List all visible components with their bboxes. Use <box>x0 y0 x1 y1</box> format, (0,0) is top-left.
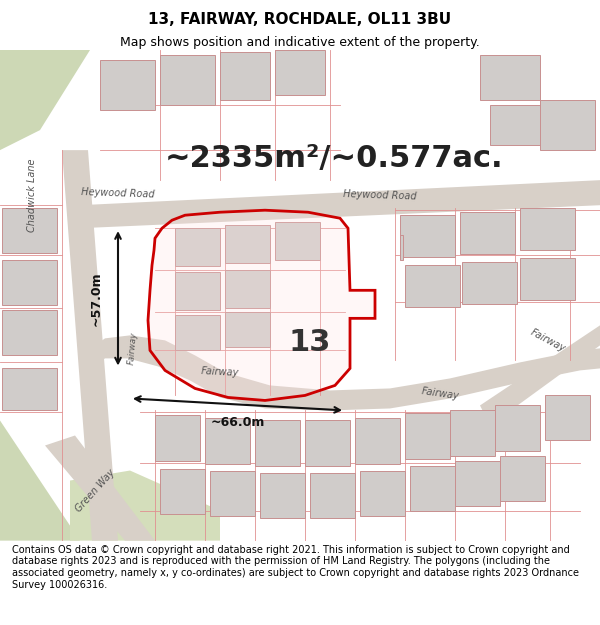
Text: Fairway: Fairway <box>421 386 460 401</box>
Bar <box>545 396 590 441</box>
Bar <box>100 60 155 110</box>
Text: 13, FAIRWAY, ROCHDALE, OL11 3BU: 13, FAIRWAY, ROCHDALE, OL11 3BU <box>148 12 452 28</box>
Bar <box>455 461 500 506</box>
Polygon shape <box>0 421 80 541</box>
Bar <box>275 50 325 95</box>
Bar <box>175 272 220 311</box>
Bar <box>310 472 355 518</box>
Bar <box>450 411 495 456</box>
Text: Green Way: Green Way <box>73 468 116 514</box>
Polygon shape <box>148 210 375 401</box>
Bar <box>410 466 455 511</box>
Text: Map shows position and indicative extent of the property.: Map shows position and indicative extent… <box>120 36 480 49</box>
Bar <box>400 235 403 260</box>
Bar <box>2 368 57 411</box>
Bar <box>175 316 220 351</box>
Bar <box>520 258 575 301</box>
Bar <box>2 208 57 253</box>
Bar <box>490 105 550 145</box>
Text: Chadwick Lane: Chadwick Lane <box>27 158 37 232</box>
Bar <box>500 456 545 501</box>
Bar <box>520 208 575 250</box>
Bar <box>2 311 57 356</box>
Polygon shape <box>480 326 600 426</box>
Bar <box>405 265 460 308</box>
Bar <box>540 100 595 150</box>
Bar <box>220 52 270 100</box>
Text: Heywood Road: Heywood Road <box>343 189 417 201</box>
Text: Fairway: Fairway <box>529 327 567 354</box>
Text: Fairway: Fairway <box>201 366 239 378</box>
Text: Heywood Road: Heywood Road <box>81 187 155 199</box>
Bar <box>462 262 517 304</box>
Bar <box>155 416 200 461</box>
Text: ~66.0m: ~66.0m <box>211 416 265 429</box>
Bar <box>460 213 515 254</box>
Bar <box>160 469 205 514</box>
Bar <box>255 421 300 466</box>
Bar <box>210 471 255 516</box>
Polygon shape <box>80 180 600 228</box>
Polygon shape <box>70 471 220 541</box>
Bar <box>495 406 540 451</box>
Bar <box>225 312 270 348</box>
Text: Fairway: Fairway <box>127 332 139 365</box>
Bar <box>305 421 350 466</box>
Bar <box>360 471 405 516</box>
Bar <box>480 55 540 100</box>
Text: 13: 13 <box>289 328 331 357</box>
Bar <box>205 419 250 464</box>
Bar <box>405 414 450 459</box>
Polygon shape <box>45 436 155 541</box>
Bar <box>225 225 270 263</box>
Text: ~2335m²/~0.577ac.: ~2335m²/~0.577ac. <box>165 144 503 172</box>
Bar <box>225 270 270 308</box>
Text: ~57.0m: ~57.0m <box>89 271 103 326</box>
Bar <box>400 215 455 258</box>
Polygon shape <box>95 336 600 411</box>
Bar <box>355 419 400 464</box>
Polygon shape <box>0 50 90 150</box>
Bar <box>2 260 57 306</box>
Bar <box>175 228 220 266</box>
Polygon shape <box>62 150 118 541</box>
Bar <box>160 55 215 105</box>
Bar <box>260 472 305 518</box>
Text: Contains OS data © Crown copyright and database right 2021. This information is : Contains OS data © Crown copyright and d… <box>12 545 579 589</box>
Bar <box>275 222 320 260</box>
